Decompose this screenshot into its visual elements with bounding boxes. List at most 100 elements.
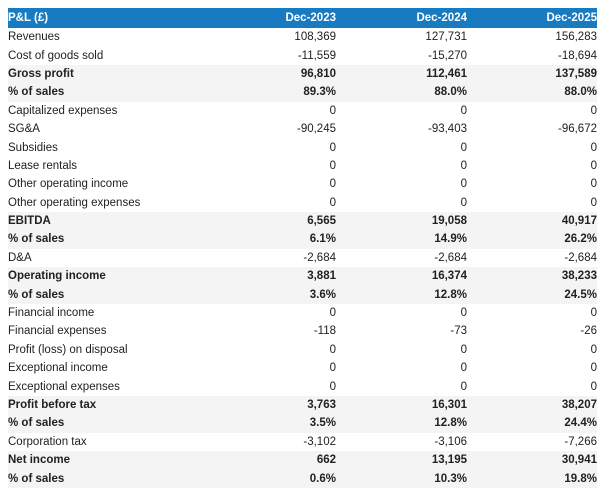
cell-value: 24.5% — [564, 288, 597, 301]
cell-value: 0 — [329, 196, 336, 209]
row-label: Cost of goods sold — [8, 49, 104, 62]
cell-value: 0 — [329, 141, 336, 154]
cell-value: 0 — [590, 196, 597, 209]
table-row: D&A -2,684 -2,684 -2,684 — [8, 249, 597, 267]
cell-value: -90,245 — [296, 123, 336, 136]
table-row-emphasis: Gross profit 96,810 112,461 137,589 — [8, 64, 597, 84]
cell-value: 12.8% — [434, 417, 467, 430]
table-row: Capitalized expenses 0 0 0 — [8, 102, 597, 120]
cell-value: 38,207 — [561, 399, 597, 411]
cell-value: -7,266 — [564, 435, 597, 448]
cell-value: -2,684 — [434, 251, 467, 264]
row-label: Capitalized expenses — [8, 104, 118, 117]
cell-value: 127,731 — [425, 31, 467, 44]
table-row-emphasis: Profit before tax 3,763 16,301 38,207 — [8, 395, 597, 415]
cell-value: 3.6% — [309, 288, 336, 301]
cell-value: 112,461 — [426, 67, 467, 80]
cell-value: 0 — [460, 362, 467, 375]
cell-value: 30,941 — [561, 454, 597, 467]
table-row: Financial income 0 0 0 — [8, 304, 597, 322]
table-row: Other operating expenses 0 0 0 — [8, 194, 597, 212]
table-row: Corporation tax -3,102 -3,106 -7,266 — [8, 433, 597, 451]
row-label: EBITDA — [8, 215, 51, 228]
cell-value: 16,374 — [431, 270, 467, 283]
cell-value: 19.8% — [564, 472, 597, 485]
cell-value: 0 — [329, 307, 336, 320]
table-row: Subsidies 0 0 0 — [8, 138, 597, 156]
cell-value: 108,369 — [294, 31, 336, 44]
cell-value: 0 — [329, 380, 336, 393]
cell-value: 0 — [590, 362, 597, 375]
column-header-dec-2025: Dec-2025 — [467, 8, 597, 28]
row-label: % of sales — [8, 86, 65, 99]
cell-value: -2,684 — [564, 251, 597, 264]
cell-value: 38,233 — [561, 270, 597, 283]
cell-value: 0 — [460, 196, 467, 209]
cell-value: 3,763 — [307, 399, 336, 411]
cell-value: -3,106 — [434, 435, 467, 448]
cell-value: 6,565 — [307, 215, 336, 228]
cell-value: 3.5% — [309, 417, 336, 430]
row-label: Corporation tax — [8, 435, 87, 448]
row-label: Revenues — [8, 31, 60, 44]
cell-value: 26.2% — [564, 233, 597, 246]
cell-value: 0 — [460, 178, 467, 191]
cell-value: 96,810 — [300, 67, 336, 80]
row-label: Financial income — [8, 307, 95, 320]
cell-value: 6.1% — [309, 233, 336, 246]
cell-value: 12.8% — [434, 288, 467, 301]
pnl-table: P&L (£) Dec-2023 Dec-2024 Dec-2025 Reven… — [8, 8, 597, 488]
cell-value: 662 — [316, 454, 336, 467]
table-row: SG&A -90,245 -93,403 -96,672 — [8, 120, 597, 138]
cell-value: 0 — [590, 178, 597, 191]
cell-value: 3,881 — [307, 270, 336, 283]
cell-value: 14.9% — [434, 233, 467, 246]
row-label: Profit (loss) on disposal — [8, 343, 128, 356]
row-label: D&A — [8, 251, 32, 264]
cell-value: 0 — [460, 104, 467, 117]
row-label: Gross profit — [8, 67, 74, 80]
cell-value: 0 — [590, 343, 597, 356]
cell-value: -73 — [450, 325, 467, 338]
table-row-emphasis: % of sales 89.3% 88.0% 88.0% — [8, 83, 597, 102]
cell-value: 0 — [329, 104, 336, 117]
cell-value: 88.0% — [564, 86, 597, 99]
column-header-dec-2024: Dec-2024 — [336, 8, 467, 28]
cell-value: -26 — [580, 325, 597, 338]
row-label: Financial expenses — [8, 325, 107, 338]
row-label: Subsidies — [8, 141, 58, 154]
table-title: P&L (£) — [8, 8, 203, 28]
cell-value: 24.4% — [564, 417, 597, 430]
table-row-emphasis: Operating income 3,881 16,374 38,233 — [8, 267, 597, 286]
cell-value: 0 — [329, 362, 336, 375]
table-row: Lease rentals 0 0 0 — [8, 157, 597, 175]
row-label: Lease rentals — [8, 159, 78, 172]
row-label: Net income — [8, 454, 70, 467]
cell-value: 16,301 — [431, 399, 467, 411]
row-label: Operating income — [8, 270, 106, 283]
row-label: Other operating income — [8, 178, 129, 191]
cell-value: 0 — [460, 307, 467, 320]
cell-value: 88.0% — [434, 86, 467, 99]
table-body: Revenues 108,369 127,731 156,283 Cost of goo… — [8, 28, 597, 488]
cell-value: 0 — [590, 380, 597, 393]
table-row-emphasis: % of sales 3.6% 12.8% 24.5% — [8, 285, 597, 304]
table-row: Revenues 108,369 127,731 156,283 — [8, 28, 597, 46]
table-row-emphasis: % of sales 6.1% 14.9% 26.2% — [8, 230, 597, 249]
table-row: Exceptional expenses 0 0 0 — [8, 377, 597, 395]
table-row-emphasis: EBITDA 6,565 19,058 40,917 — [8, 211, 597, 231]
cell-value: 0 — [460, 159, 467, 172]
cell-value: -11,559 — [297, 49, 336, 62]
cell-value: 0 — [590, 141, 597, 154]
row-label: Exceptional expenses — [8, 380, 120, 393]
cell-value: 0 — [590, 159, 597, 172]
row-label: % of sales — [8, 233, 65, 246]
cell-value: -18,694 — [557, 49, 597, 62]
row-label: SG&A — [8, 123, 40, 136]
cell-value: 137,589 — [555, 67, 597, 80]
table-row: Financial expenses -118 -73 -26 — [8, 322, 597, 340]
cell-value: -96,672 — [557, 123, 597, 136]
table-row-emphasis: % of sales 3.5% 12.8% 24.4% — [8, 414, 597, 433]
cell-value: 10.3% — [434, 472, 467, 485]
